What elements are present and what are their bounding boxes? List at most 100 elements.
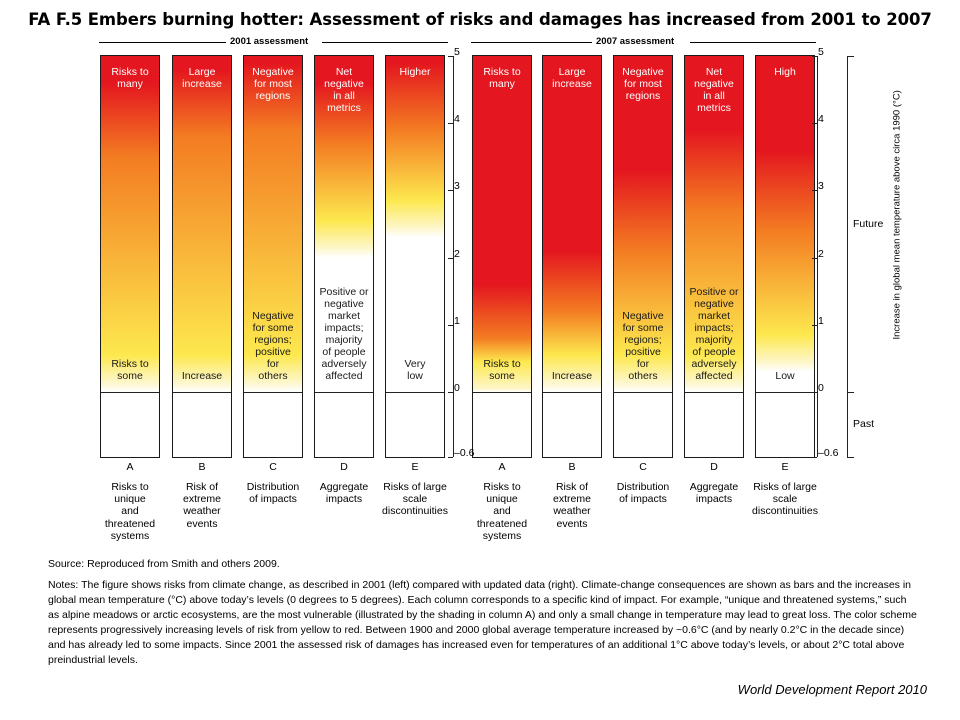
ember-fill [543, 56, 601, 392]
column-letter: A [126, 461, 134, 473]
future-label: Future [851, 218, 884, 230]
y-tick [448, 392, 453, 393]
zero-line [315, 392, 373, 393]
bar-bottom-label: Positive or negative market impacts; maj… [319, 286, 369, 382]
ember-bar-2001-b: Large increase Increase [172, 55, 232, 458]
ember-fill [685, 56, 743, 392]
y-tick-label: 0 [454, 382, 460, 394]
bar-top-label: Large increase [552, 66, 592, 90]
source-note: Source: Reproduced from Smith and others… [48, 558, 280, 570]
ember-bar-2001-a: Risks to many Risks to some [100, 55, 160, 458]
bar-bottom-label: Negative for some regions; positive for … [252, 310, 294, 382]
column-letter: A [498, 461, 506, 473]
bar-bottom-label: Low [775, 370, 795, 382]
y-axis-1 [453, 56, 454, 457]
assessment-2007-label: 2007 assessment [596, 36, 675, 47]
ember-fill [244, 56, 302, 392]
y-tick [448, 457, 453, 458]
ember-fill [473, 56, 531, 392]
ember-fill [173, 56, 231, 392]
future-bracket [847, 56, 848, 392]
bar-bottom-label: Increase [551, 370, 593, 382]
bar-bottom-label: Very low [404, 358, 426, 382]
y-tick-label: 2 [454, 247, 460, 260]
zero-line [386, 392, 444, 393]
zero-line [244, 392, 302, 393]
zero-line [756, 392, 814, 393]
y-tick-label: 5 [818, 46, 824, 58]
chart-title: FA F.5 Embers burning hotter: Assessment… [28, 10, 932, 29]
past-bracket-bottom [847, 457, 854, 458]
column-letter: E [411, 461, 419, 473]
zero-line [614, 392, 672, 393]
bar-bottom-label: Increase [181, 370, 223, 382]
column-letter: D [340, 461, 348, 473]
bar-top-label: Net negative in all metrics [324, 66, 364, 114]
y-tick-label: –0.6 [454, 447, 475, 459]
ember-fill [614, 56, 672, 392]
column-caption: Distribution of impacts [246, 481, 300, 506]
bar-bottom-label: Risks to some [111, 358, 149, 382]
zero-line [543, 392, 601, 393]
ember-fill [101, 56, 159, 392]
bar-top-label: Risks to many [483, 66, 521, 90]
zero-line [173, 392, 231, 393]
y-tick-label: –0.6 [818, 447, 839, 459]
column-letter: C [269, 461, 277, 473]
ember-fill [386, 56, 444, 392]
y-tick [448, 56, 453, 57]
bar-top-label: Negative for most regions [252, 66, 294, 102]
assessment-2001-label: 2001 assessment [230, 36, 309, 47]
bar-bottom-label: Positive or negative market impacts; maj… [689, 286, 739, 382]
column-caption: Risk of extreme weather events [183, 481, 221, 530]
y-tick [812, 190, 817, 192]
bar-top-label: Negative for most regions [622, 66, 664, 102]
past-label: Past [851, 418, 875, 430]
column-letter: D [710, 461, 718, 473]
ember-bar-2007-e: High Low [755, 55, 815, 458]
column-letter: B [198, 461, 206, 473]
ember-bar-2001-d: Net negative in all metrics Positive or n… [314, 55, 374, 458]
y-tick [812, 123, 817, 125]
zero-line [685, 392, 743, 393]
bar-top-label: Net negative in all metrics [694, 66, 734, 114]
assessment-2001-rule-right [322, 42, 448, 43]
y-axis-2 [817, 56, 818, 457]
column-caption: Distribution of impacts [616, 481, 670, 506]
y-tick-label: 1 [818, 314, 824, 327]
y-tick-label: 3 [454, 180, 460, 193]
ember-bar-2001-e: Higher Very low [385, 55, 445, 458]
ember-fill [756, 56, 814, 392]
column-caption: Risks of large scale discontinuities [752, 481, 818, 518]
y-tick [448, 190, 453, 192]
column-caption: Risk of extreme weather events [553, 481, 591, 530]
y-tick [812, 257, 817, 259]
bar-top-label: Risks to many [111, 66, 149, 90]
y-tick-label: 5 [454, 46, 460, 58]
column-caption: Risks to unique and threatened systems [104, 481, 156, 542]
future-bracket-top [847, 56, 854, 57]
y-tick [812, 457, 817, 458]
y-tick [448, 324, 453, 326]
bar-top-label: Large increase [182, 66, 222, 90]
column-caption: Aggregate impacts [689, 481, 739, 506]
zero-line [473, 392, 531, 393]
column-letter: B [568, 461, 576, 473]
y-tick [812, 56, 817, 57]
y-tick-label: 4 [454, 113, 460, 126]
column-caption: Risks to unique and threatened systems [476, 481, 528, 542]
assessment-2007-rule-left [471, 42, 592, 43]
ember-fill [315, 56, 373, 392]
y-tick [448, 257, 453, 259]
column-caption: Aggregate impacts [319, 481, 369, 506]
y-tick-label: 4 [818, 113, 824, 126]
ember-bar-2007-d: Net negative in all metrics Positive or n… [684, 55, 744, 458]
assessment-2001-rule-left [99, 42, 226, 43]
ember-bar-2007-c: Negative for most regions Negative for so… [613, 55, 673, 458]
y-tick-label: 2 [818, 247, 824, 260]
ember-bar-2007-a: Risks to many Risks to some [472, 55, 532, 458]
y-tick-label: 3 [818, 180, 824, 193]
y-tick [812, 392, 817, 393]
bar-top-label: High [774, 66, 796, 78]
ember-bar-2001-c: Negative for most regions Negative for so… [243, 55, 303, 458]
